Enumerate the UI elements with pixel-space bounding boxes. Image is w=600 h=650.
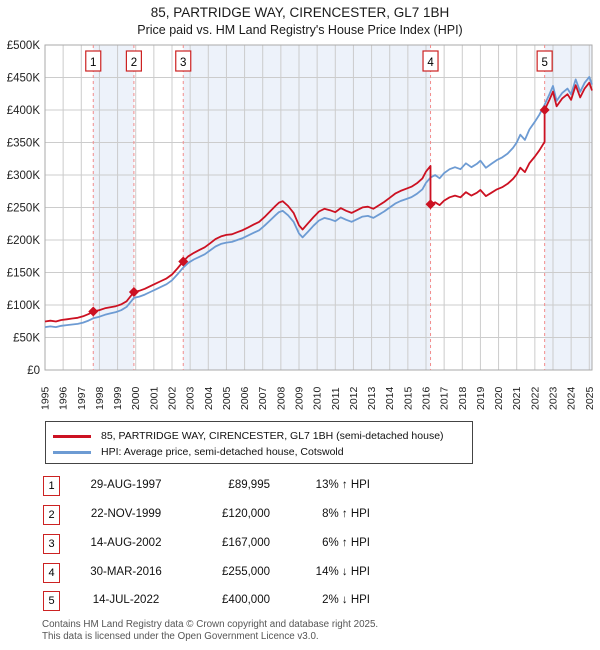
hpi-line <box>44 76 593 329</box>
y-axis-tick-label: £50K <box>13 333 40 345</box>
x-axis-tick-label: 2013 <box>366 386 378 410</box>
x-axis-tick-label: 2016 <box>420 386 432 410</box>
x-axis-tick-label: 2001 <box>148 386 160 410</box>
legend-row-property: 85, PARTRIDGE WAY, CIRENCESTER, GL7 1BH … <box>53 428 472 444</box>
sale-number-badge: 2 <box>43 505 60 525</box>
page-subtitle: Price paid vs. HM Land Registry's House … <box>137 23 463 37</box>
sale-vs-hpi: 14% ↓ HPI <box>315 566 370 578</box>
x-axis-tick-label: 1995 <box>40 386 52 410</box>
sale-vs-hpi: 6% ↑ HPI <box>322 537 370 549</box>
sale-number-box <box>536 50 553 72</box>
sale-point-diamond <box>425 199 436 210</box>
property-line <box>44 81 593 323</box>
x-axis-tick-label: 1998 <box>94 386 106 410</box>
sale-vs-hpi: 13% ↑ HPI <box>315 479 370 491</box>
sale-date: 22-NOV-1999 <box>90 508 162 520</box>
property-line-swatch <box>53 434 91 438</box>
y-axis-tick-label: £200K <box>7 235 41 247</box>
sale-number-badge: 4 <box>43 563 60 583</box>
sale-number-label: 4 <box>427 57 434 69</box>
license-note: Contains HM Land Registry data © Crown c… <box>42 619 378 642</box>
x-axis-tick-label: 2005 <box>221 386 233 410</box>
x-axis-tick-label: 2019 <box>475 386 487 410</box>
sale-number-box <box>85 50 102 72</box>
table-row: 3 14-AUG-2002 £167,000 6% ↑ HPI <box>0 534 600 554</box>
x-axis-tick-label: 2003 <box>185 386 197 410</box>
y-axis-tick-label: £300K <box>7 170 41 182</box>
sale-number-label: 2 <box>131 57 137 69</box>
x-axis-tick-label: 2020 <box>493 386 505 410</box>
table-row: 5 14-JUL-2022 £400,000 2% ↓ HPI <box>0 591 600 611</box>
sale-vs-hpi: 2% ↓ HPI <box>322 594 370 606</box>
x-axis-tick-label: 2006 <box>239 386 251 410</box>
price-history-chart: 1 2 3 4 5 £0 £50K £100K £150K £200K £250K £300K £350… <box>7 40 596 410</box>
x-axis-tick-label: 2012 <box>348 386 360 410</box>
sale-number-label: 3 <box>180 57 186 69</box>
legend-row-hpi: HPI: Average price, semi-detached house,… <box>53 444 472 460</box>
x-axis-tick-label: 2023 <box>547 386 559 410</box>
x-axis-tick-label: 2000 <box>130 386 142 410</box>
x-axis-tick-label: 2010 <box>312 386 324 410</box>
sale-number-badge: 3 <box>43 534 60 554</box>
x-axis-tick-label: 1997 <box>76 386 88 410</box>
y-axis-tick-label: £500K <box>7 40 41 52</box>
x-axis-tick-label: 2009 <box>293 386 305 410</box>
sale-price: £89,995 <box>228 479 270 491</box>
sale-point-diamond <box>178 256 189 267</box>
x-axis-tick-label: 2024 <box>566 386 578 410</box>
sale-number-badge: 1 <box>43 476 60 496</box>
sale-price: £120,000 <box>222 508 270 520</box>
sale-date: 14-JUL-2022 <box>92 594 160 606</box>
x-axis-tick-label: 1996 <box>58 386 70 410</box>
sale-number-label: 5 <box>541 57 547 69</box>
x-axis-tick-label: 2021 <box>511 386 523 410</box>
sale-number-box <box>175 50 192 72</box>
sale-number-label: 1 <box>90 57 96 69</box>
license-line-2: This data is licensed under the Open Gov… <box>42 630 319 642</box>
legend-label-hpi: HPI: Average price, semi-detached house,… <box>101 446 344 458</box>
y-axis-tick-label: £400K <box>7 105 41 117</box>
x-axis-tick-label: 2004 <box>203 386 215 410</box>
x-axis-tick-label: 2002 <box>166 386 178 410</box>
x-axis-tick-label: 1999 <box>112 386 124 410</box>
x-axis-tick-label: 2011 <box>330 387 342 410</box>
license-line-1: Contains HM Land Registry data © Crown c… <box>42 619 379 630</box>
sale-point-diamond <box>539 105 550 115</box>
table-row: 2 22-NOV-1999 £120,000 8% ↑ HPI <box>0 505 600 525</box>
table-row: 1 29-AUG-1997 £89,995 13% ↑ HPI <box>0 476 600 496</box>
sale-number-box <box>422 50 439 72</box>
chart-legend: 85, PARTRIDGE WAY, CIRENCESTER, GL7 1BH … <box>45 421 473 464</box>
table-row: 4 30-MAR-2016 £255,000 14% ↓ HPI <box>0 563 600 583</box>
sale-vs-hpi: 8% ↑ HPI <box>322 508 370 520</box>
x-axis-tick-label: 2008 <box>275 386 287 410</box>
sale-date: 29-AUG-1997 <box>90 479 162 491</box>
y-axis-tick-label: £0 <box>27 365 40 377</box>
page-title: 85, PARTRIDGE WAY, CIRENCESTER, GL7 1BH <box>150 5 450 20</box>
y-axis-tick-label: £350K <box>7 138 41 150</box>
sale-number-badge: 5 <box>43 591 60 611</box>
x-axis-tick-label: 2014 <box>384 386 396 410</box>
y-axis-tick-label: £450K <box>7 73 41 85</box>
sale-price: £255,000 <box>222 566 270 578</box>
y-axis-tick-label: £100K <box>7 300 41 312</box>
sale-date: 30-MAR-2016 <box>90 566 162 578</box>
legend-label-property: 85, PARTRIDGE WAY, CIRENCESTER, GL7 1BH … <box>101 430 444 442</box>
sale-date: 14-AUG-2002 <box>90 537 162 549</box>
x-axis-tick-label: 2017 <box>439 386 451 410</box>
hpi-line-swatch <box>53 450 91 454</box>
sale-point-diamond <box>128 287 139 297</box>
sale-point-diamond <box>88 306 99 317</box>
y-axis-tick-label: £250K <box>7 203 41 215</box>
x-axis-tick-label: 2018 <box>457 386 469 410</box>
sale-number-box <box>125 50 142 72</box>
x-axis-tick-label: 2025 <box>584 386 596 410</box>
sale-price: £167,000 <box>222 537 270 549</box>
x-axis-tick-label: 2007 <box>257 386 269 410</box>
sale-price: £400,000 <box>222 594 270 606</box>
x-axis-tick-label: 2022 <box>529 386 541 410</box>
x-axis-tick-label: 2015 <box>402 386 414 410</box>
y-axis-tick-label: £150K <box>7 268 41 280</box>
plot-border <box>44 44 593 371</box>
